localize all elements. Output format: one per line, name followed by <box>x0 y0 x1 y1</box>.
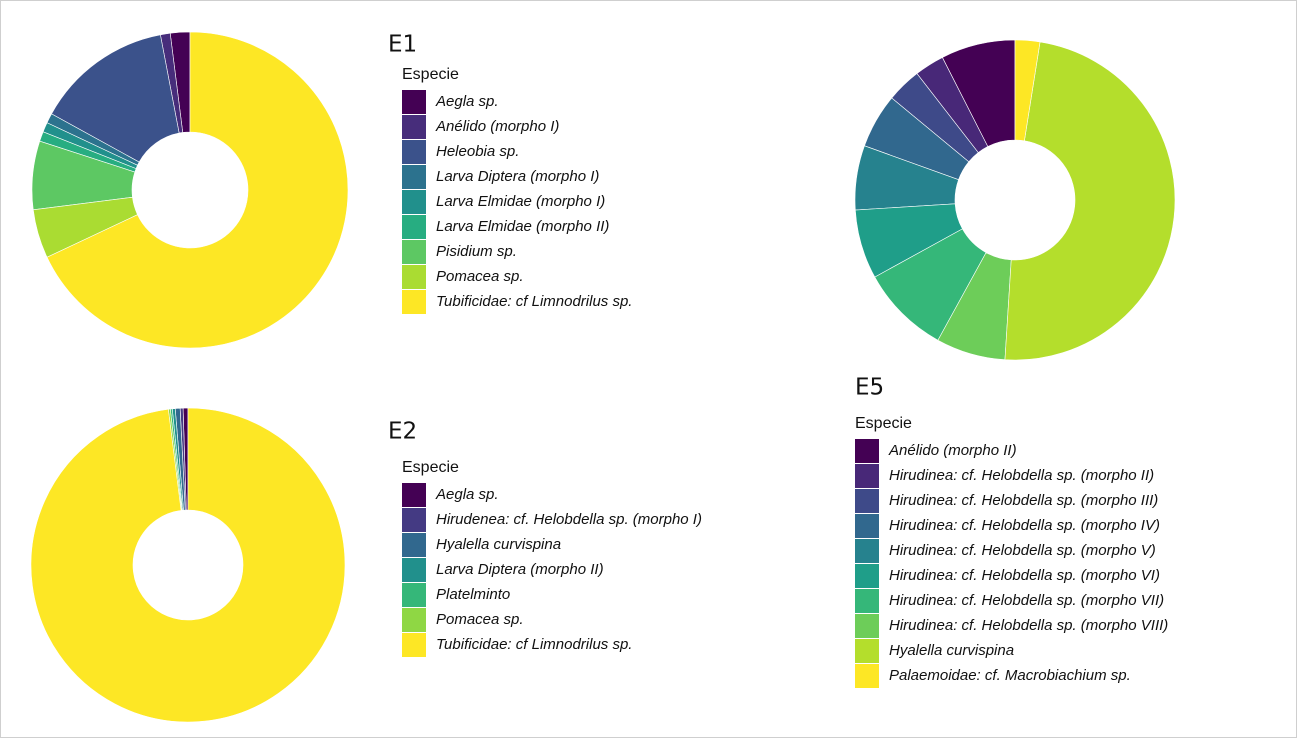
legend-swatch <box>855 539 879 563</box>
legend-label: Larva Diptera (morpho II) <box>436 561 604 578</box>
legend-label: Tubificidae: cf Limnodrilus sp. <box>436 293 632 310</box>
legend-swatch <box>402 140 426 164</box>
legend-label: Heleobia sp. <box>436 143 519 160</box>
legend-title: Especie <box>855 415 912 432</box>
legend-swatch <box>855 614 879 638</box>
legend-label: Palaemoidae: cf. Macrobiachium sp. <box>889 667 1131 684</box>
legend-swatch <box>402 90 426 114</box>
slice <box>51 34 180 163</box>
legend-label: Pomacea sp. <box>436 268 524 285</box>
legend-swatch <box>402 215 426 239</box>
legend-swatch <box>855 489 879 513</box>
legend-label: Hirudinea: cf. Helobdella sp. (morpho VI… <box>889 592 1164 609</box>
legend-label: Larva Elmidae (morpho II) <box>436 218 609 235</box>
legend-swatch <box>855 564 879 588</box>
legend-label: Hyalella curvispina <box>436 536 561 553</box>
legend-swatch <box>402 533 426 557</box>
legend-label: Tubificidae: cf Limnodrilus sp. <box>436 636 632 653</box>
legend-swatch <box>855 514 879 538</box>
legend-swatch <box>402 290 426 314</box>
legend-swatch <box>402 265 426 289</box>
legend-label: Pomacea sp. <box>436 611 524 628</box>
legend-swatch <box>402 608 426 632</box>
legend-label: Aegla sp. <box>435 93 499 110</box>
legend-label: Hirudinea: cf. Helobdella sp. (morpho II… <box>889 467 1154 484</box>
legend-label: Hirudinea: cf. Helobdella sp. (morpho IV… <box>889 517 1160 534</box>
legend-swatch <box>402 508 426 532</box>
legend-title: Especie <box>402 459 459 476</box>
legend-swatch <box>402 115 426 139</box>
legend-label: Hyalella curvispina <box>889 642 1014 659</box>
slice <box>30 407 346 723</box>
slice <box>46 31 349 349</box>
chart-title: E2 <box>388 419 417 445</box>
legend-swatch <box>402 190 426 214</box>
legend-swatch <box>855 589 879 613</box>
legend-label: Hirudinea: cf. Helobdella sp. (morpho II… <box>889 492 1158 509</box>
legend-label: Hirudinea: cf. Helobdella sp. (morpho VI… <box>889 567 1160 584</box>
chart-title: E5 <box>855 375 884 401</box>
legend-label: Anélido (morpho I) <box>435 118 559 135</box>
legend-swatch <box>402 583 426 607</box>
legend-label: Anélido (morpho II) <box>888 442 1017 459</box>
legend-label: Larva Elmidae (morpho I) <box>436 193 605 210</box>
legend-label: Hirudenea: cf. Helobdella sp. (morpho I) <box>436 511 702 528</box>
legend-swatch <box>855 664 879 688</box>
legend-swatch <box>402 558 426 582</box>
slice <box>1014 39 1041 142</box>
legend-swatch <box>855 464 879 488</box>
chart-title: E1 <box>388 32 417 58</box>
legend-swatch <box>402 165 426 189</box>
legend-label: Larva Diptera (morpho I) <box>436 168 599 185</box>
legend-swatch <box>855 439 879 463</box>
legend-label: Pisidium sp. <box>436 243 517 260</box>
legend-swatch <box>855 639 879 663</box>
legend-swatch <box>402 483 426 507</box>
legend-swatch <box>402 633 426 657</box>
legend-title: Especie <box>402 66 459 83</box>
legend-label: Platelminto <box>436 586 510 603</box>
legend-swatch <box>402 240 426 264</box>
legend-label: Aegla sp. <box>435 486 499 503</box>
legend-label: Hirudinea: cf. Helobdella sp. (morpho V) <box>889 542 1156 559</box>
legend-label: Hirudinea: cf. Helobdella sp. (morpho VI… <box>889 617 1168 634</box>
slice <box>1004 41 1176 361</box>
